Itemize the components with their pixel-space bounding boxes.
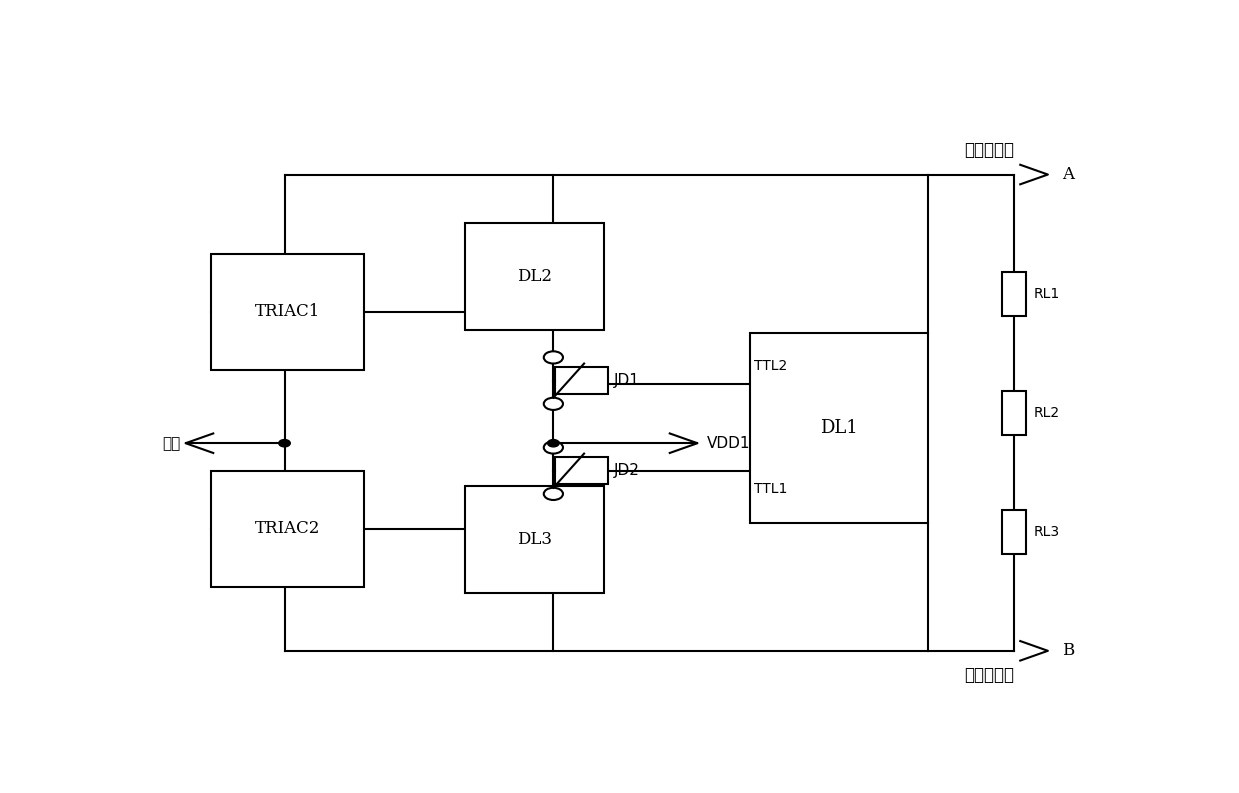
Text: 输入电压二: 输入电压二 xyxy=(964,666,1015,684)
Bar xyxy=(1002,272,1026,316)
Circle shape xyxy=(544,442,563,454)
Text: JD2: JD2 xyxy=(613,463,639,478)
Bar xyxy=(751,333,928,523)
Text: DL1: DL1 xyxy=(820,419,857,437)
Text: RL1: RL1 xyxy=(1035,286,1061,301)
Text: TRIAC1: TRIAC1 xyxy=(255,304,320,320)
Text: TTL1: TTL1 xyxy=(755,482,788,496)
Text: JD1: JD1 xyxy=(613,374,639,388)
Text: DL3: DL3 xyxy=(517,531,553,548)
Text: A: A xyxy=(1062,166,1074,183)
Circle shape xyxy=(548,439,559,447)
Circle shape xyxy=(544,488,563,500)
Bar xyxy=(555,457,608,485)
Text: 输出: 输出 xyxy=(162,435,181,450)
Bar xyxy=(555,367,608,394)
Circle shape xyxy=(544,398,563,410)
Circle shape xyxy=(544,351,563,363)
Bar xyxy=(465,224,605,330)
Circle shape xyxy=(279,439,290,447)
Text: 输入电压一: 输入电压一 xyxy=(964,141,1015,159)
Text: RL2: RL2 xyxy=(1035,406,1061,419)
Text: VDD1: VDD1 xyxy=(707,435,751,450)
Text: DL2: DL2 xyxy=(517,268,553,285)
Bar xyxy=(1002,510,1026,554)
Bar xyxy=(465,486,605,593)
Text: B: B xyxy=(1062,642,1074,659)
Bar xyxy=(1002,391,1026,435)
Bar xyxy=(211,254,364,370)
Text: RL3: RL3 xyxy=(1035,525,1061,538)
Text: TRIAC2: TRIAC2 xyxy=(255,520,320,537)
Text: TTL2: TTL2 xyxy=(755,359,787,374)
Bar xyxy=(211,471,364,587)
